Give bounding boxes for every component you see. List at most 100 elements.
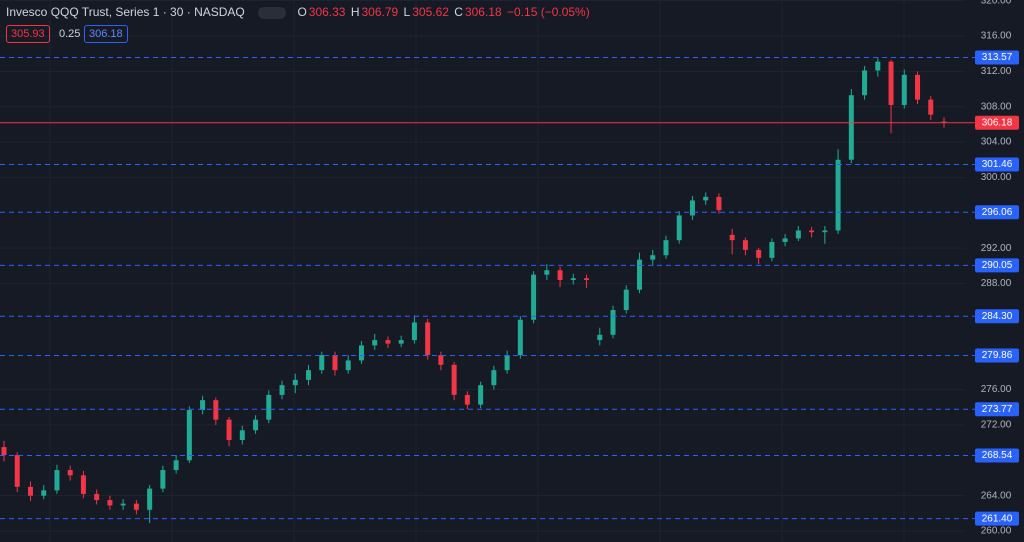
level-label: 296.06: [982, 207, 1013, 218]
candle-body: [848, 95, 854, 160]
ohlc-key: L: [403, 5, 411, 19]
candle-body: [941, 121, 947, 123]
last-price-label: 306.18: [982, 117, 1013, 128]
candle-body: [703, 196, 709, 201]
level-tag: [975, 50, 1019, 65]
symbol: Invesco QQQ Trust, Series 1 · 30 · NASDA…: [6, 5, 245, 19]
candle-body: [862, 70, 868, 96]
y-tick-label: 304.00: [981, 137, 1012, 148]
header: Invesco QQQ Trust, Series 1 · 30 · NASDA…: [6, 5, 592, 19]
candle-body: [133, 503, 139, 510]
candle-body: [54, 470, 60, 491]
candle-body: [663, 240, 669, 256]
level-label: 284.30: [982, 311, 1013, 322]
candle-body: [41, 490, 47, 496]
candle-body: [570, 278, 576, 280]
last-price-tag: [975, 115, 1019, 130]
level-tag: [975, 205, 1019, 220]
candle-body: [213, 400, 219, 420]
level-label: 279.86: [982, 350, 1013, 361]
candle-body: [835, 159, 841, 231]
candle-body: [915, 74, 921, 100]
candle-body: [756, 249, 762, 258]
buy-button[interactable]: 306.18: [84, 25, 128, 43]
candle-body: [478, 385, 484, 405]
level-tag: [975, 448, 1019, 463]
y-tick-label: 316.00: [981, 31, 1012, 42]
candle-body: [80, 475, 86, 494]
ohlc-key: O: [297, 5, 307, 19]
candle-body: [306, 370, 312, 380]
y-tick-label: 288.00: [981, 278, 1012, 289]
candle-body: [928, 99, 934, 115]
ohlc-value: 305.62: [412, 5, 449, 19]
level-tag: [975, 402, 1019, 417]
candle-body: [822, 230, 828, 233]
y-tick-label: 300.00: [981, 172, 1012, 183]
candle-body: [491, 370, 497, 386]
candle-body: [623, 289, 629, 311]
level-label: 273.77: [982, 404, 1013, 415]
candle-body: [147, 488, 153, 510]
level-label: 313.57: [982, 52, 1013, 63]
candle-body: [742, 240, 748, 250]
candle-body: [67, 470, 73, 476]
candle-body: [27, 486, 33, 496]
ohlc-value: 306.79: [361, 5, 399, 19]
change: −0.15 (−0.05%): [507, 5, 590, 19]
level-tag: [975, 348, 1019, 363]
sell-button[interactable]: 305.93: [6, 25, 50, 43]
candle-body: [504, 355, 510, 371]
level-label: 301.46: [982, 159, 1013, 170]
candle-body: [398, 340, 404, 344]
candle-body: [584, 278, 590, 280]
candle-body: [173, 460, 179, 471]
candle-body: [14, 455, 20, 487]
candle-body: [160, 470, 166, 489]
ohlc-key: H: [350, 5, 360, 19]
candle-body: [531, 274, 537, 320]
spread: 0.25: [59, 28, 81, 40]
candle-body: [888, 61, 894, 105]
candle-body: [107, 500, 113, 506]
candle-body: [1, 447, 7, 456]
candle-body: [557, 270, 563, 280]
candle-body: [451, 364, 457, 395]
candle-body: [544, 270, 550, 275]
candle-body: [279, 385, 285, 395]
candle-body: [292, 379, 298, 386]
level-label: 290.05: [982, 260, 1013, 271]
level-tag: [975, 309, 1019, 324]
candle-body: [186, 409, 192, 461]
candle-body: [597, 334, 603, 341]
candle-body: [689, 200, 695, 216]
candle-body: [385, 340, 391, 344]
candle-body: [372, 340, 378, 346]
candle-body: [266, 394, 272, 420]
toggle[interactable]: [258, 6, 287, 19]
candle-body: [253, 419, 259, 431]
level-label: 268.54: [982, 450, 1013, 461]
candle-body: [464, 394, 470, 405]
ohlc-value: 306.18: [464, 5, 502, 19]
y-tick-label: 320.00: [981, 0, 1012, 6]
candle-body: [875, 61, 881, 71]
candle-body: [226, 419, 232, 440]
candle-body: [795, 230, 801, 239]
candle-body: [636, 259, 642, 290]
candle-body: [782, 238, 788, 242]
candle-body: [676, 215, 682, 241]
candle-body: [809, 230, 815, 233]
candle-body: [425, 322, 431, 356]
level-tag: [975, 258, 1019, 273]
y-tick-label: 312.00: [981, 66, 1012, 77]
y-tick-label: 292.00: [981, 243, 1012, 254]
y-tick-label: 264.00: [981, 490, 1012, 501]
y-tick-label: 260.00: [981, 526, 1012, 537]
y-tick-label: 276.00: [981, 384, 1012, 395]
y-tick-label: 308.00: [981, 101, 1012, 112]
candle-body: [650, 255, 656, 260]
candle-body: [319, 355, 325, 371]
candle-body: [716, 196, 722, 211]
level-tag: [975, 511, 1019, 526]
